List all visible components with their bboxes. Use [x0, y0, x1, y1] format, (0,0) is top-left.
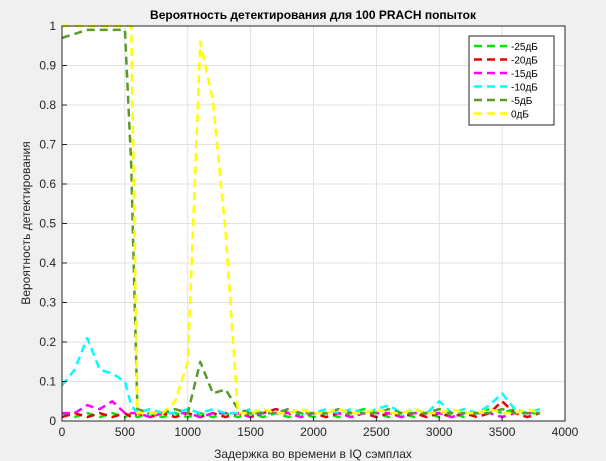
- y-tick-label: 0.7: [39, 138, 56, 152]
- legend-box: [468, 35, 555, 126]
- y-tick-label: 0.1: [39, 375, 56, 389]
- y-tick-label: 0: [49, 414, 56, 428]
- legend-label: -25дБ: [511, 42, 538, 53]
- y-tick-label: 0.9: [39, 59, 56, 73]
- series-lines: [61, 24, 541, 419]
- x-tick-label: 500: [115, 425, 135, 439]
- x-tick-label: 2000: [300, 425, 327, 439]
- x-tick-label: 0: [59, 425, 66, 439]
- x-tick-label: 1500: [237, 425, 264, 439]
- series-line: [62, 24, 541, 415]
- y-tick-label: 0.2: [39, 335, 56, 349]
- series-line: [62, 400, 540, 419]
- x-tick-label: 3000: [426, 425, 453, 439]
- y-tick-label: 1: [49, 19, 56, 33]
- x-tick-label: 3500: [489, 425, 516, 439]
- y-tick-label: 0.5: [39, 217, 56, 231]
- grid-lines: [61, 25, 566, 422]
- series-line: [61, 400, 541, 419]
- y-tick-label: 0.8: [39, 98, 56, 112]
- legend-label: -15дБ: [511, 69, 538, 80]
- x-tick-label: 4000: [552, 425, 579, 439]
- y-tick-label: 0.3: [39, 296, 56, 310]
- legend: -25дБ -20дБ -15дБ -10дБ -5дБ 0дБ: [468, 35, 555, 126]
- legend-label: -10дБ: [511, 83, 538, 94]
- x-tick-label: 2500: [363, 425, 390, 439]
- x-axis-label: Задержка во времени в IQ сэмплах: [214, 447, 412, 461]
- y-axis-label: Вероятность детектирования: [19, 141, 33, 304]
- legend-label: -20дБ: [511, 56, 538, 67]
- legend-label: 0дБ: [511, 110, 529, 121]
- legend-label: -5дБ: [511, 96, 533, 107]
- x-tick-label: 1000: [174, 425, 201, 439]
- axis-ticks: 0 500 1000 1500 2000 2500 3000 3500 4000 0 0.1 0.2 0…: [39, 19, 578, 439]
- y-tick-label: 0.4: [39, 256, 56, 270]
- chart-title: Вероятность детектирования для 100 PRACH…: [150, 8, 477, 22]
- y-tick-label: 0.6: [39, 177, 56, 191]
